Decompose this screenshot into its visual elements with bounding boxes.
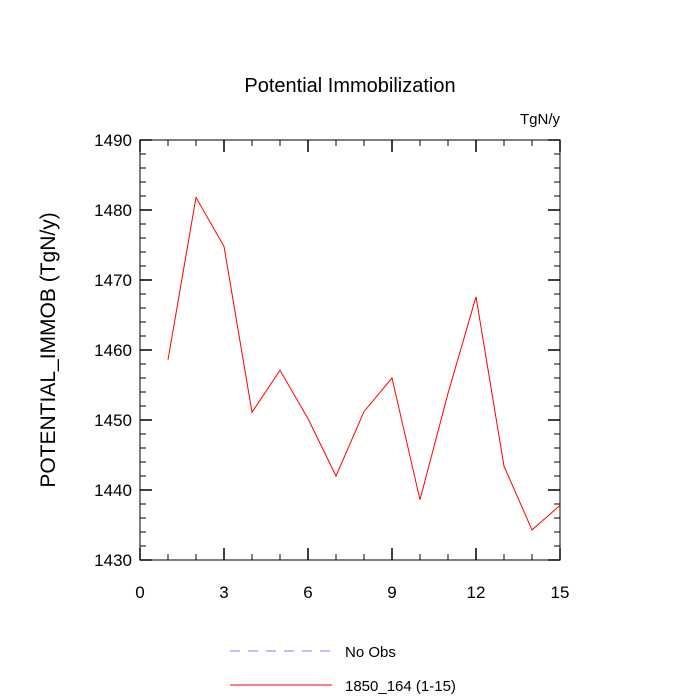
legend-label: No Obs bbox=[345, 644, 396, 661]
legend: No Obs 1850_164 (1-15) bbox=[230, 644, 456, 695]
x-tick-label: 15 bbox=[551, 583, 570, 602]
y-tick-label: 1480 bbox=[94, 201, 132, 220]
y-tick-label: 1460 bbox=[94, 341, 132, 360]
y-tick-label: 1470 bbox=[94, 271, 132, 290]
series-line bbox=[167, 195, 561, 531]
series-layer bbox=[167, 195, 561, 531]
x-tick-label: 0 bbox=[135, 583, 144, 602]
legend-label: 1850_164 (1-15) bbox=[345, 678, 456, 695]
y-tick-label: 1430 bbox=[94, 551, 132, 570]
axis-tick-labels: 0 3 6 9 12 15 1430 1440 1450 1460 1470 1480 1490 bbox=[94, 131, 569, 602]
y-axis-label: POTENTIAL_IMMOB (TgN/y) bbox=[37, 212, 60, 487]
plot-frame bbox=[139, 139, 561, 561]
y-tick-label: 1440 bbox=[94, 481, 132, 500]
units-label: TgN/y bbox=[520, 111, 561, 128]
axis-ticks bbox=[139, 139, 561, 561]
x-tick-label: 6 bbox=[303, 583, 312, 602]
y-tick-label: 1490 bbox=[94, 131, 132, 150]
y-tick-label: 1450 bbox=[94, 411, 132, 430]
x-tick-label: 12 bbox=[467, 583, 486, 602]
x-tick-label: 3 bbox=[219, 583, 228, 602]
chart-title: Potential Immobilization bbox=[244, 75, 455, 97]
x-tick-label: 9 bbox=[387, 583, 396, 602]
